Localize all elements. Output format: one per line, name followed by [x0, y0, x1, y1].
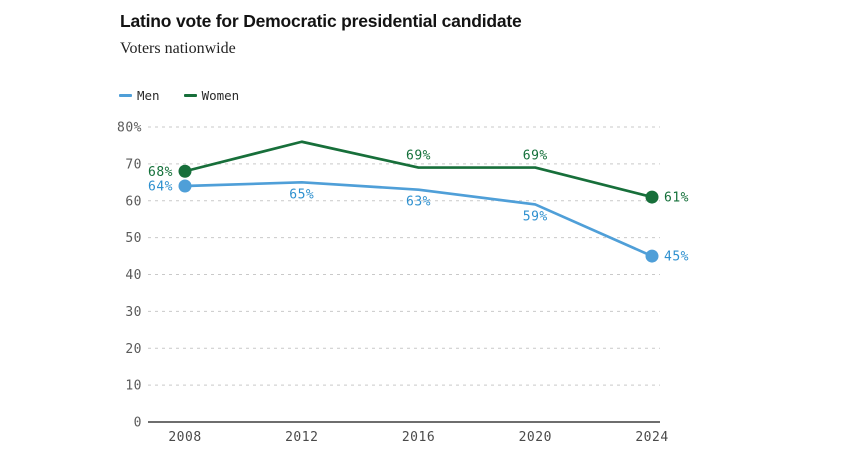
legend-swatch-women — [183, 94, 197, 97]
legend-item-men: Men — [119, 88, 160, 103]
y-tick-label: 20 — [125, 342, 142, 357]
y-tick-label: 10 — [125, 379, 142, 394]
point-label-women-2024: 61% — [664, 191, 689, 206]
point-label-men-2012: 65% — [289, 187, 314, 202]
point-label-men-2024: 45% — [664, 250, 689, 265]
legend-swatch-men — [119, 94, 132, 97]
legend-item-women: Women — [183, 88, 240, 103]
y-tick-label: 40 — [125, 268, 142, 283]
series-line-men — [183, 180, 654, 258]
point-label-women-2008: 68% — [148, 165, 173, 180]
data-point-women-2008 — [178, 164, 192, 178]
data-point-women-2024 — [645, 190, 659, 204]
point-label-women-2020: 69% — [523, 149, 548, 164]
x-tick-label: 2020 — [519, 430, 552, 445]
point-label-men-2020: 59% — [523, 209, 548, 224]
chart-legend: Men Women — [119, 88, 239, 103]
data-point-men-2008 — [178, 179, 192, 193]
y-tick-label: 0 — [134, 416, 142, 431]
y-tick-label: 60 — [125, 194, 142, 209]
data-point-men-2024 — [645, 249, 659, 263]
y-tick-label: 50 — [125, 231, 142, 246]
point-label-men-2008: 64% — [148, 180, 173, 195]
chart-subtitle: Voters nationwide — [120, 40, 236, 57]
y-tick-label: 80% — [117, 121, 142, 136]
x-tick-label: 2012 — [285, 430, 318, 445]
point-label-women-2016: 69% — [406, 149, 431, 164]
series-line-women — [183, 140, 654, 199]
point-label-men-2016: 63% — [406, 195, 431, 210]
x-tick-label: 2008 — [168, 430, 201, 445]
y-tick-label: 30 — [125, 305, 142, 320]
x-tick-label: 2016 — [402, 430, 435, 445]
legend-label: Men — [137, 88, 160, 103]
x-tick-label: 2024 — [635, 430, 668, 445]
chart-title: Latino vote for Democratic presidential … — [120, 11, 522, 31]
y-tick-label: 70 — [125, 157, 142, 172]
legend-label: Women — [201, 88, 240, 103]
